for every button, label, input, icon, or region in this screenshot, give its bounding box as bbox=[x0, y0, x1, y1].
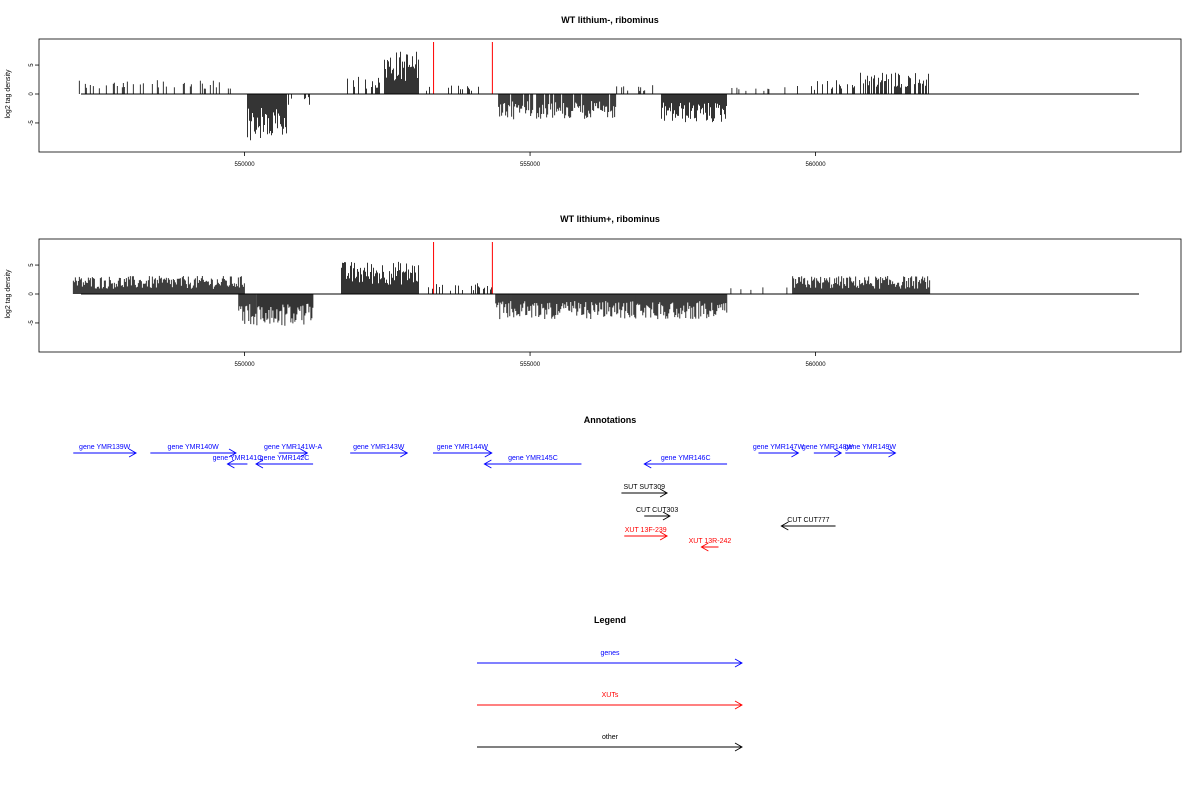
feature-label: gene YMR144W bbox=[437, 444, 489, 451]
feature-arrowhead bbox=[659, 488, 669, 498]
feature-other: CUT CUT777 bbox=[780, 517, 836, 531]
legend-arrowhead bbox=[734, 658, 743, 668]
feature-xut: XUT 13R-242 bbox=[689, 538, 732, 552]
feature-label: XUT 13R-242 bbox=[689, 538, 732, 545]
feature-arrowhead bbox=[484, 448, 493, 458]
x-tick-label: 550000 bbox=[235, 362, 256, 368]
feature-gene: gene YMR145C bbox=[483, 455, 582, 469]
feature-arrowhead bbox=[226, 459, 235, 469]
feature-arrowhead bbox=[128, 448, 137, 458]
x-tick-label: 555000 bbox=[520, 362, 541, 368]
feature-arrowhead bbox=[834, 448, 843, 458]
y-axis-label: log2 tag density bbox=[5, 269, 12, 319]
legend-label: XUTs bbox=[602, 692, 619, 699]
feature-arrowhead bbox=[400, 448, 409, 458]
feature-label: gene YMR141W-A bbox=[264, 444, 322, 451]
x-axis: 550000 555000 560000 bbox=[235, 152, 827, 168]
feature-label: CUT CUT777 bbox=[787, 517, 829, 524]
x-tick-label: 555000 bbox=[520, 162, 541, 168]
feature-gene: gene YMR143W bbox=[350, 444, 409, 458]
legend-title: Legend bbox=[594, 615, 626, 625]
feature-gene: gene YMR146C bbox=[643, 455, 728, 469]
feature-label: gene YMR147W bbox=[753, 444, 805, 451]
feature-label: gene YMR140W bbox=[168, 444, 220, 451]
y-tick-label: -5 bbox=[29, 120, 35, 126]
coverage-bars bbox=[72, 261, 931, 326]
feature-label: gene YMR143W bbox=[353, 444, 405, 451]
feature-arrowhead bbox=[888, 448, 897, 458]
feature-gene: gene YMR139W bbox=[73, 444, 137, 458]
feature-arrowhead bbox=[300, 448, 309, 458]
legend-arrowhead bbox=[734, 700, 743, 710]
feature-label: gene YMR141C bbox=[213, 455, 263, 462]
feature-arrowhead bbox=[255, 459, 264, 469]
x-tick-label: 560000 bbox=[806, 362, 827, 368]
feature-gene: gene YMR149W bbox=[845, 444, 897, 458]
feature-arrowhead bbox=[643, 459, 652, 469]
y-tick-label: 5 bbox=[29, 263, 35, 267]
feature-label: gene YMR149W bbox=[845, 444, 897, 451]
feature-other: SUT SUT309 bbox=[621, 484, 669, 498]
feature-other: CUT CUT303 bbox=[636, 507, 678, 521]
coverage-panel-lithium-minus: WT lithium-, ribominus -5 0 5 550000 555000… bbox=[5, 15, 1182, 168]
feature-gene: gene YMR147W bbox=[753, 444, 805, 458]
panel-title: WT lithium+, ribominus bbox=[560, 214, 660, 224]
y-tick-label: 0 bbox=[29, 92, 35, 96]
panel-title: WT lithium-, ribominus bbox=[561, 15, 659, 25]
y-axis-label: log2 tag density bbox=[5, 69, 12, 119]
legend-item: other bbox=[477, 734, 743, 752]
feature-gene: gene YMR142C bbox=[255, 455, 314, 469]
annotations-title: Annotations bbox=[584, 415, 637, 425]
y-axis: -5 0 5 bbox=[29, 63, 39, 126]
feature-arrowhead bbox=[791, 448, 800, 458]
feature-arrowhead bbox=[780, 521, 789, 531]
feature-arrowhead bbox=[700, 542, 709, 552]
y-axis: -5 0 5 bbox=[29, 263, 39, 326]
legend-item: XUTs bbox=[477, 692, 743, 710]
feature-label: gene YMR145C bbox=[508, 455, 558, 462]
feature-gene: gene YMR140W bbox=[150, 444, 237, 458]
feature-label: gene YMR139W bbox=[79, 444, 131, 451]
coverage-bars bbox=[78, 51, 929, 141]
legend-arrowhead bbox=[734, 742, 743, 752]
feature-label: XUT 13F-239 bbox=[625, 527, 667, 534]
legend-label: other bbox=[602, 734, 619, 741]
feature-arrowhead bbox=[659, 531, 669, 541]
plot-frame bbox=[38, 38, 1182, 153]
feature-gene: gene YMR148W bbox=[802, 444, 854, 458]
feature-gene: gene YMR141W-A bbox=[264, 444, 322, 458]
feature-gene: gene YMR141C bbox=[213, 455, 263, 469]
legend-items: genes XUTs other bbox=[477, 650, 743, 752]
feature-gene: gene YMR144W bbox=[432, 444, 493, 458]
coverage-panel-lithium-plus: WT lithium+, ribominus -5 0 5 550000 555000… bbox=[5, 214, 1182, 368]
annotations-track: Annotations gene YMR139W gene YMR140W gene… bbox=[73, 415, 897, 552]
feature-arrowhead bbox=[483, 459, 492, 469]
feature-xut: XUT 13F-239 bbox=[624, 527, 669, 541]
feature-arrowhead bbox=[228, 448, 237, 458]
y-tick-label: 5 bbox=[29, 63, 35, 67]
legend-item: genes bbox=[477, 650, 743, 668]
plot-frame bbox=[38, 238, 1182, 353]
feature-label: gene YMR142C bbox=[260, 455, 310, 462]
x-axis: 550000 555000 560000 bbox=[235, 352, 827, 368]
x-tick-label: 550000 bbox=[235, 162, 256, 168]
red-markers bbox=[433, 42, 493, 94]
x-tick-label: 560000 bbox=[806, 162, 827, 168]
feature-arrowhead bbox=[662, 511, 671, 521]
legend: Legend genes XUTs other bbox=[477, 615, 743, 752]
feature-label: gene YMR148W bbox=[802, 444, 854, 451]
y-tick-label: 0 bbox=[29, 292, 35, 296]
feature-label: CUT CUT303 bbox=[636, 507, 678, 514]
feature-label: gene YMR146C bbox=[661, 455, 711, 462]
feature-label: SUT SUT309 bbox=[624, 484, 666, 491]
red-markers bbox=[433, 242, 493, 294]
legend-label: genes bbox=[600, 650, 620, 657]
y-tick-label: -5 bbox=[29, 320, 35, 326]
